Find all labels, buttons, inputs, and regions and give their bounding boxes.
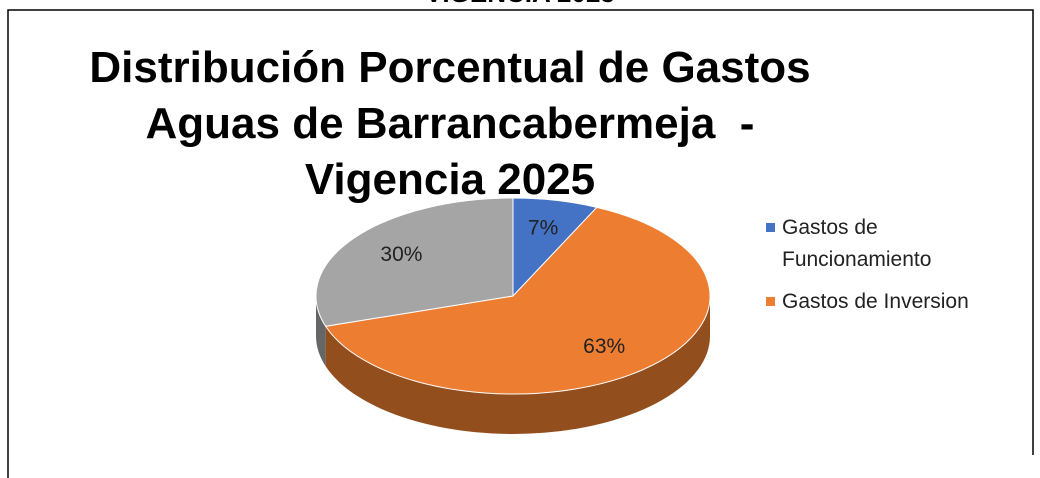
frame <box>7 9 1034 478</box>
data-label: 63% <box>583 335 625 358</box>
slice-side <box>316 296 326 367</box>
legend-label: Gastos de Inversion <box>782 290 969 313</box>
legend-swatch <box>766 297 775 306</box>
slice-side <box>325 296 710 435</box>
chart-title: Distribución Porcentual de Gastos Aguas … <box>89 43 822 204</box>
slice <box>315 197 514 327</box>
legend-label: Gastos de Funcionamiento <box>782 216 932 271</box>
slice <box>324 206 711 395</box>
data-label: 7% <box>528 217 558 240</box>
data-label: 30% <box>380 243 422 266</box>
header-text: VIGENCIA 2025 <box>0 0 1040 9</box>
legend-swatch <box>766 223 775 232</box>
